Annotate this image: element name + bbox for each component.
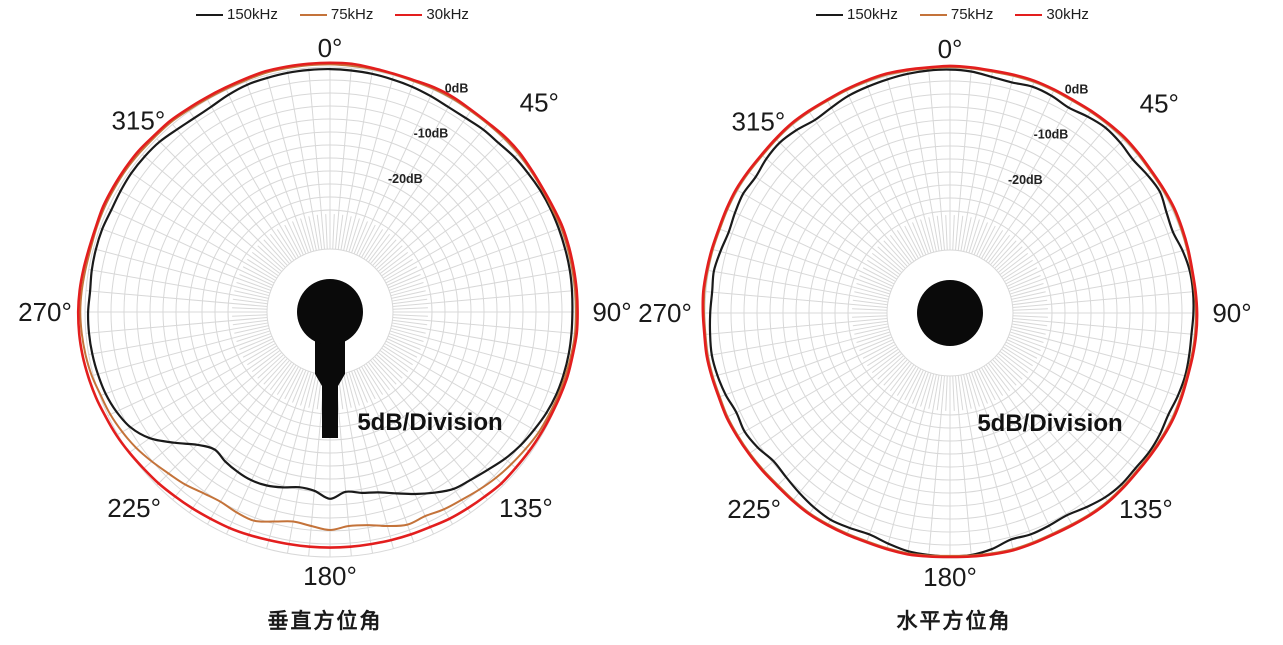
horizontal-azimuth-chart: 0° 45° 90° 135° 180° 225° 270° 315° 0dB -10dB -20d…	[638, 34, 1252, 592]
microphone-side-icon	[297, 279, 363, 438]
division-note: 5dB/Division	[977, 410, 1122, 437]
legend-item-150khz: 150kHz	[196, 6, 278, 23]
legend-line-30khz-icon	[395, 13, 423, 16]
curve-30khz	[76, 61, 579, 549]
legend-label: 30kHz	[426, 6, 469, 23]
angle-label-45: 45°	[520, 88, 559, 118]
db-label-0: 0dB	[1065, 82, 1089, 96]
angle-label-135: 135°	[499, 493, 553, 523]
legend-line-75khz-icon	[299, 13, 327, 16]
legend-item-150khz: 150kHz	[816, 6, 898, 23]
legend-label: 150kHz	[227, 6, 278, 23]
legend-right: 150kHz 75kHz 30kHz	[816, 6, 1089, 23]
db-label--10: -10dB	[414, 127, 449, 141]
legend-line-75khz-icon	[919, 13, 947, 16]
angle-label-315: 315°	[111, 105, 165, 135]
curve-150khz	[86, 67, 574, 500]
angle-label-0: 0°	[318, 33, 343, 63]
db-label-0: 0dB	[445, 81, 469, 95]
db-label--10: -10dB	[1034, 128, 1069, 142]
angle-label-135: 135°	[1119, 494, 1173, 524]
legend-line-150khz-icon	[196, 13, 223, 16]
angle-label-180: 180°	[923, 562, 977, 592]
legend-label: 75kHz	[330, 6, 374, 23]
curve-30khz	[701, 64, 1199, 559]
legend-label: 150kHz	[847, 6, 898, 23]
legend-item-75khz: 75kHz	[299, 6, 374, 23]
angle-label-225: 225°	[727, 494, 781, 524]
division-note: 5dB/Division	[357, 409, 502, 436]
angle-label-45: 45°	[1140, 89, 1179, 119]
angle-label-90: 90°	[592, 297, 631, 327]
caption-horizontal-azimuth: 水平方位角	[896, 610, 1012, 633]
angle-label-225: 225°	[107, 493, 161, 523]
legend-line-150khz-icon	[816, 13, 843, 16]
angle-label-270: 270°	[638, 298, 692, 328]
db-label--20: -20dB	[1008, 173, 1043, 187]
angle-label-0: 0°	[938, 34, 963, 64]
angle-label-90: 90°	[1212, 298, 1251, 328]
legend-line-30khz-icon	[1015, 13, 1043, 16]
angle-label-180: 180°	[303, 561, 357, 591]
legend-item-30khz: 30kHz	[395, 6, 469, 23]
legend-item-75khz: 75kHz	[919, 6, 994, 23]
legend-item-30khz: 30kHz	[1015, 6, 1089, 23]
legend-label: 75kHz	[950, 6, 994, 23]
db-label--20: -20dB	[388, 172, 423, 186]
legend-left: 150kHz 75kHz 30kHz	[196, 6, 469, 23]
legend-label: 30kHz	[1046, 6, 1089, 23]
angle-label-315: 315°	[731, 106, 785, 136]
vertical-azimuth-chart: 0° 45° 90° 135° 180° 225° 270° 315° 0dB -10dB -20d…	[18, 33, 632, 591]
caption-vertical-azimuth: 垂直方位角	[267, 610, 383, 633]
angle-label-270: 270°	[18, 297, 72, 327]
microphone-top-icon	[917, 280, 983, 346]
